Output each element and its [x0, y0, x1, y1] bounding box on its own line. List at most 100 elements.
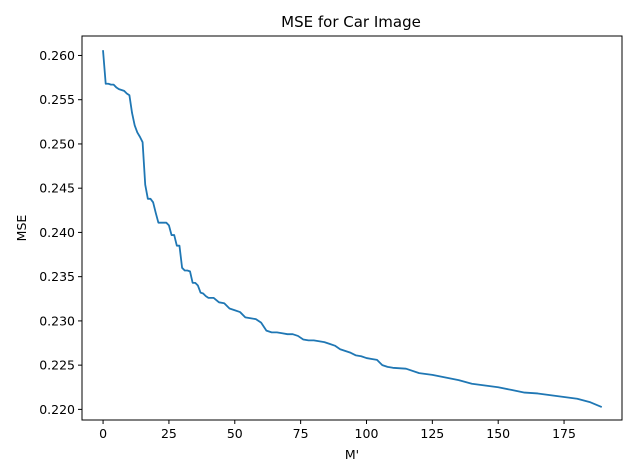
data-point — [339, 348, 341, 350]
data-point — [360, 355, 362, 357]
data-point — [334, 345, 336, 347]
data-point — [213, 297, 215, 299]
data-point — [308, 339, 310, 341]
data-point — [173, 234, 175, 236]
data-point — [366, 357, 368, 359]
data-point — [192, 282, 194, 284]
data-point — [281, 332, 283, 334]
data-point — [537, 393, 539, 395]
data-point — [147, 198, 149, 200]
data-point — [345, 350, 347, 352]
data-point — [139, 136, 141, 138]
data-point — [355, 355, 357, 357]
data-point — [392, 367, 394, 369]
data-point — [550, 394, 552, 396]
data-point — [497, 386, 499, 388]
data-point — [524, 392, 526, 394]
data-point — [445, 377, 447, 379]
x-tick-label: 100 — [355, 426, 379, 441]
data-point — [121, 89, 123, 91]
data-point — [600, 406, 602, 408]
x-tick-label: 125 — [420, 426, 444, 441]
data-point — [376, 359, 378, 361]
data-point — [144, 184, 146, 186]
x-tick-label: 175 — [552, 426, 576, 441]
data-point — [297, 335, 299, 337]
data-point — [113, 84, 115, 86]
data-point — [184, 270, 186, 272]
x-tick-label: 0 — [99, 426, 107, 441]
data-point — [115, 86, 117, 88]
data-point — [271, 332, 273, 334]
data-point — [168, 224, 170, 226]
data-point — [165, 222, 167, 224]
y-tick-label: 0.220 — [39, 402, 75, 417]
data-point — [484, 385, 486, 387]
y-tick-label: 0.235 — [39, 269, 75, 284]
data-point — [239, 311, 241, 313]
data-point — [350, 352, 352, 354]
data-point — [118, 88, 120, 90]
data-point — [208, 297, 210, 299]
data-point — [458, 379, 460, 381]
data-point — [329, 343, 331, 345]
data-point — [152, 201, 154, 203]
data-point — [197, 285, 199, 287]
data-point — [136, 132, 138, 134]
data-point — [186, 270, 188, 272]
x-tick-label: 75 — [293, 426, 309, 441]
data-point — [155, 212, 157, 214]
data-point — [105, 83, 107, 85]
data-point — [471, 383, 473, 385]
data-point — [292, 333, 294, 335]
data-point — [150, 198, 152, 200]
data-point — [171, 234, 173, 236]
data-point — [126, 93, 128, 95]
data-point — [431, 374, 433, 376]
data-point — [229, 308, 231, 310]
data-point — [131, 112, 133, 114]
x-tick-label: 150 — [486, 426, 510, 441]
data-point — [260, 322, 262, 324]
data-point — [276, 332, 278, 334]
data-point — [589, 401, 591, 403]
x-tick-label: 25 — [161, 426, 177, 441]
data-point — [134, 124, 136, 126]
data-point — [510, 389, 512, 391]
data-point — [176, 245, 178, 247]
y-tick-label: 0.250 — [39, 136, 75, 151]
y-tick-label: 0.230 — [39, 313, 75, 328]
y-tick-label: 0.245 — [39, 181, 75, 196]
data-point — [234, 309, 236, 311]
data-point — [323, 341, 325, 343]
data-point — [107, 83, 109, 85]
data-point — [110, 84, 112, 86]
data-point — [194, 282, 196, 284]
data-point — [250, 317, 252, 319]
chart-title: MSE for Car Image — [281, 13, 421, 31]
data-point — [129, 94, 131, 96]
data-point — [160, 222, 162, 224]
data-point — [265, 330, 267, 332]
y-tick-label: 0.225 — [39, 358, 75, 373]
data-point — [157, 222, 159, 224]
data-point — [387, 366, 389, 368]
data-point — [371, 358, 373, 360]
y-axis-title: MSE — [14, 215, 29, 242]
data-point — [418, 372, 420, 374]
data-point — [244, 316, 246, 318]
x-axis-title: M' — [345, 447, 359, 462]
data-point — [179, 245, 181, 247]
data-point — [223, 302, 225, 304]
data-point — [563, 396, 565, 398]
y-tick-label: 0.240 — [39, 225, 75, 240]
y-tick-label: 0.260 — [39, 48, 75, 63]
data-point — [142, 141, 144, 143]
data-point — [189, 270, 191, 272]
data-point — [202, 293, 204, 295]
data-point — [200, 292, 202, 294]
data-point — [318, 340, 320, 342]
data-point — [255, 318, 257, 320]
